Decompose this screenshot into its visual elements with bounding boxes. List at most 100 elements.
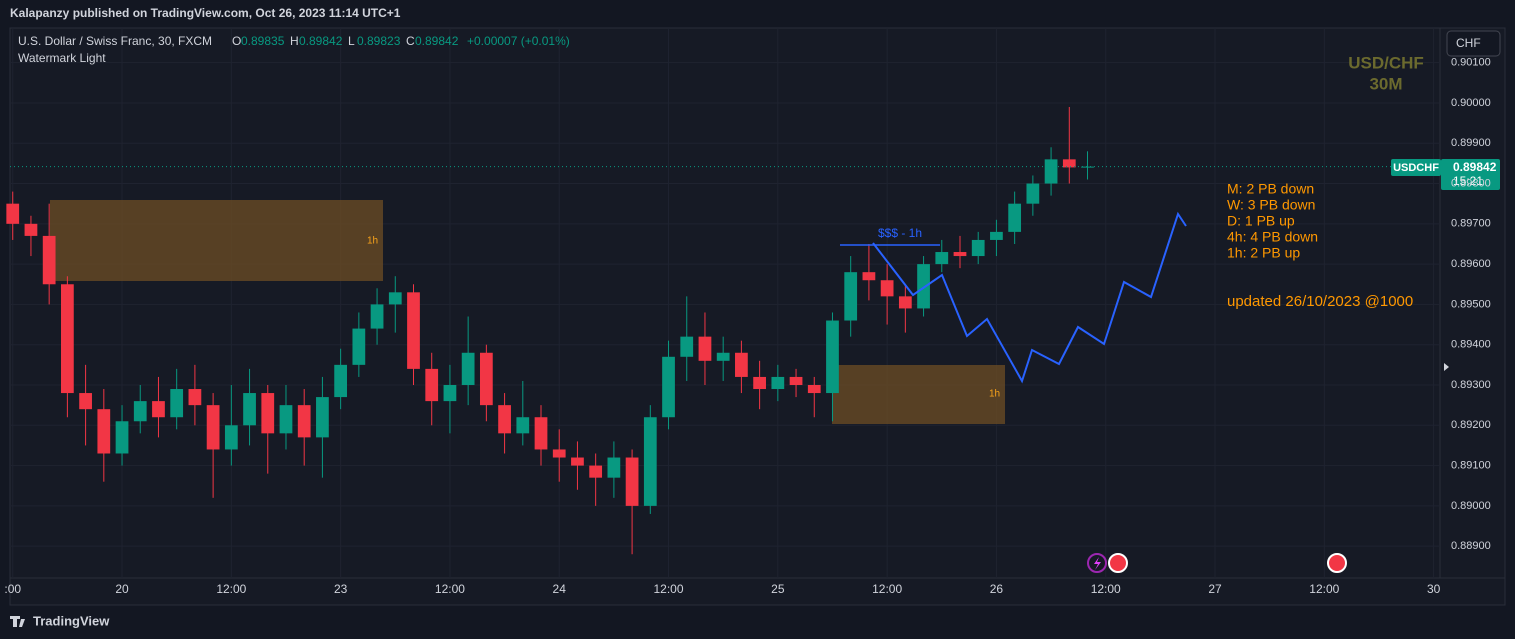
candle-body [170, 389, 184, 418]
y-tick-label: 0.89800 [1451, 177, 1491, 189]
candles [6, 106, 1440, 555]
legend-value: 0.89842 [415, 34, 459, 48]
candle-body [607, 457, 621, 478]
y-tick-label: 0.90000 [1451, 97, 1491, 109]
candle-body [388, 292, 402, 305]
x-tick-label: 12:00 [216, 582, 246, 596]
x-tick-label: 12:00 [654, 582, 684, 596]
candle-body [935, 252, 949, 265]
candle-body [880, 280, 894, 297]
note: 4h: 4 PB down [1227, 229, 1318, 245]
candle-body [461, 352, 475, 385]
legend-value: 0.89835 [241, 34, 285, 48]
legend-key: O [232, 34, 241, 48]
candle-body [24, 223, 38, 236]
candle-body [352, 328, 366, 365]
indicator-name: Watermark Light [18, 51, 106, 65]
zone-label: 1h [367, 236, 378, 247]
x-tick-label: :00 [4, 582, 21, 596]
candle-body [1062, 159, 1076, 168]
candle-body [716, 352, 730, 361]
event-icon[interactable] [1108, 553, 1128, 573]
candle-body [279, 405, 293, 434]
x-tick-label: 24 [553, 582, 567, 596]
candle-body [917, 264, 930, 309]
candle-body [425, 368, 439, 402]
legend-value: 0.89842 [299, 34, 343, 48]
candle-body [61, 284, 74, 394]
y-tick-label: 0.89100 [1451, 459, 1491, 471]
candle-body [206, 405, 220, 450]
logo [10, 616, 25, 627]
candle-body [698, 336, 712, 361]
symbol-tag [1391, 159, 1441, 176]
candle-body [571, 457, 584, 466]
x-tick-label: 12:00 [872, 582, 902, 596]
note: W: 3 PB down [1227, 197, 1315, 213]
candle-body [115, 421, 129, 454]
candle-body [297, 405, 311, 438]
price-tag-price: 0.89842 [1453, 160, 1497, 174]
x-tick-label: 25 [771, 582, 785, 596]
footer-brand: TradingView [33, 613, 110, 628]
x-tick-label: 12:00 [435, 582, 465, 596]
candle-body [662, 356, 675, 418]
candle-body [953, 252, 967, 257]
event-icon-bolt [1094, 557, 1101, 570]
candle-body [79, 393, 92, 410]
y-tick-label: 0.89300 [1451, 379, 1491, 391]
publisher: Kalapanzy published on TradingView.com, … [10, 6, 401, 20]
y-tick-label: 0.88900 [1451, 540, 1491, 552]
candle-body [898, 296, 912, 309]
x-tick-label: 12:00 [1091, 582, 1121, 596]
currency-label[interactable]: CHF [1456, 36, 1481, 50]
candle-body [1008, 203, 1022, 232]
legend-key: H [290, 34, 299, 48]
y-tick-label: 0.89200 [1451, 419, 1491, 431]
candle-body [152, 401, 165, 418]
x-tick-label: 30 [1427, 582, 1441, 596]
candle-body [589, 465, 603, 478]
demand-zone [50, 200, 383, 281]
candle-body [334, 364, 348, 398]
watermark: USD/CHF [1348, 53, 1424, 72]
demand-zone [832, 365, 1005, 424]
candle-body [971, 239, 985, 257]
symbol-title: U.S. Dollar / Swiss Franc, 30, FXCM [18, 34, 212, 48]
note: M: 2 PB down [1227, 181, 1314, 197]
candle-body [479, 352, 493, 406]
candle-body [1044, 159, 1058, 184]
candle-body [680, 336, 694, 357]
candle-body [1081, 166, 1094, 168]
y-tick-label: 0.89000 [1451, 500, 1491, 512]
candle-body [370, 304, 384, 329]
candle-body [643, 417, 657, 506]
currency-button[interactable] [1446, 30, 1501, 57]
candle-body [826, 320, 839, 394]
candle-body [6, 203, 20, 224]
candle-body [316, 397, 329, 438]
candle-body [188, 389, 202, 406]
candle-body [844, 272, 858, 321]
candle-body [407, 292, 420, 369]
candle-body [625, 457, 639, 506]
y-tick-label: 0.89900 [1451, 137, 1491, 149]
y-tick-label: 0.90100 [1451, 57, 1491, 69]
legend-value: 0.89823 [357, 34, 401, 48]
x-tick-label: 26 [990, 582, 1004, 596]
grid [10, 28, 1440, 578]
legend-key: L [348, 34, 355, 48]
axis-arrow [1444, 363, 1449, 371]
y-tick-label: 0.89500 [1451, 298, 1491, 310]
candle-body [42, 235, 56, 285]
price-tag-countdown: 15:21 [1453, 174, 1483, 188]
candle-body [807, 384, 821, 394]
candle-body [862, 272, 876, 281]
candle-body [789, 376, 803, 385]
candle-body [243, 393, 256, 426]
projection-path [872, 211, 1187, 384]
candle-body [498, 405, 511, 434]
watermark: 30M [1369, 74, 1402, 93]
event-icon[interactable] [1327, 553, 1347, 573]
